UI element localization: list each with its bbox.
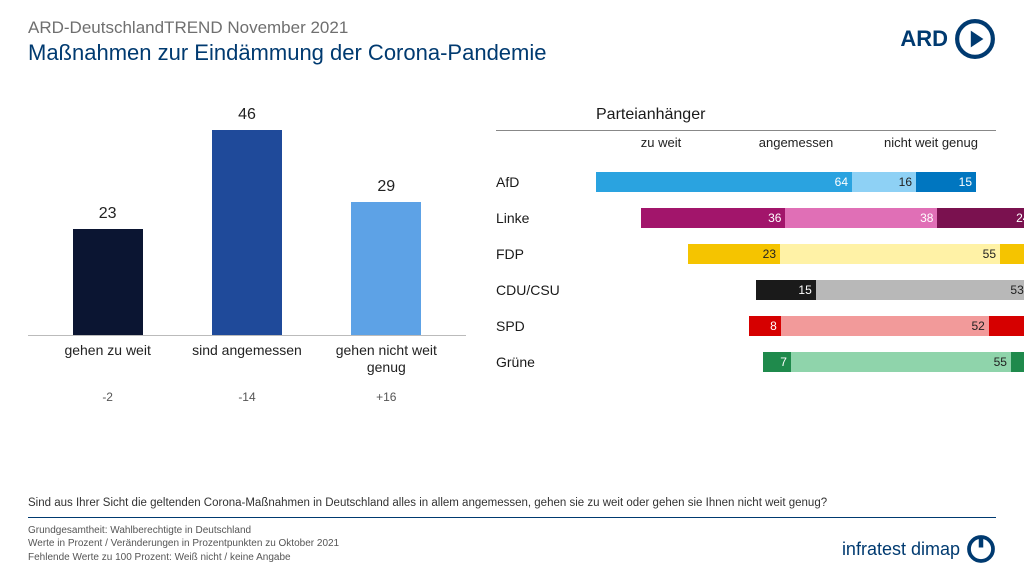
party-segment: 7 <box>763 352 791 372</box>
divider <box>496 130 996 131</box>
party-segment: 21 <box>1000 244 1024 264</box>
party-segment: 15 <box>756 280 816 300</box>
bar-delta: +16 <box>326 390 446 404</box>
party-segment: 24 <box>937 208 1024 228</box>
party-head: zu weit angemessen nicht weit genug <box>496 135 996 150</box>
party-name: AfD <box>496 174 596 190</box>
party-segment: 16 <box>852 172 916 192</box>
col-head-3: nicht weit genug <box>866 135 996 150</box>
ard-logo-icon <box>954 18 996 60</box>
col-head-2: angemessen <box>726 135 866 150</box>
logo-text: ARD <box>900 26 948 52</box>
party-segment: 52 <box>781 316 989 336</box>
party-track: 235521 <box>524 244 1024 264</box>
party-name: Grüne <box>496 354 535 370</box>
headline: Maßnahmen zur Eindämmung der Corona-Pand… <box>28 40 546 66</box>
party-name: Linke <box>496 210 529 226</box>
party-segment: 53 <box>816 280 1024 300</box>
bar-value: 23 <box>99 205 117 223</box>
bar-value: 29 <box>377 178 395 196</box>
party-title: Parteianhänger <box>596 106 996 124</box>
party-chart: Parteianhänger zu weit angemessen nicht … <box>496 106 996 491</box>
party-segment: 15 <box>916 172 976 192</box>
party-segment: 55 <box>791 352 1011 372</box>
bar <box>212 130 282 335</box>
footnote-line: Fehlende Werte zu 100 Prozent: Weiß nich… <box>28 551 339 565</box>
party-segment: 37 <box>1011 352 1024 372</box>
party-track: 641615 <box>596 172 996 192</box>
party-segment: 64 <box>596 172 852 192</box>
overline: ARD-DeutschlandTREND November 2021 <box>28 18 546 38</box>
survey-question: Sind aus Ihrer Sicht die geltenden Coron… <box>28 497 996 509</box>
party-track: 75537 <box>535 352 1024 372</box>
party-row: FDP235521 <box>496 240 996 268</box>
header: ARD-DeutschlandTREND November 2021 Maßna… <box>28 18 996 66</box>
party-name: FDP <box>496 246 524 262</box>
party-track: 85238 <box>525 316 1024 336</box>
col-head-1: zu weit <box>596 135 726 150</box>
bar-column: 46 <box>187 106 307 335</box>
infratest-logo-icon <box>966 534 996 564</box>
party-track: 363824 <box>529 208 1024 228</box>
party-name: SPD <box>496 318 525 334</box>
party-segment: 38 <box>989 316 1024 336</box>
bar <box>73 229 143 335</box>
footnote-line: Grundgesamtheit: Wahlberechtigte in Deut… <box>28 524 339 538</box>
bar-label: sind angemessen <box>187 342 307 376</box>
bar-delta: -2 <box>48 390 168 404</box>
party-track: 155332 <box>560 280 1024 300</box>
party-row: CDU/CSU155332 <box>496 276 996 304</box>
bar <box>351 202 421 335</box>
party-row: AfD641615 <box>496 168 996 196</box>
bar-label: gehen zu weit <box>48 342 168 376</box>
party-name: CDU/CSU <box>496 282 560 298</box>
party-segment: 38 <box>785 208 937 228</box>
party-row: Grüne75537 <box>496 348 996 376</box>
bar-column: 29 <box>326 106 446 335</box>
infratest-logo: infratest dimap <box>842 534 996 564</box>
footnote-line: Werte in Prozent / Veränderungen in Proz… <box>28 537 339 551</box>
bar-label: gehen nicht weit genug <box>326 342 446 376</box>
footnotes: Grundgesamtheit: Wahlberechtigte in Deut… <box>28 524 339 565</box>
party-row: SPD85238 <box>496 312 996 340</box>
ard-logo: ARD <box>900 18 996 60</box>
party-segment: 23 <box>688 244 780 264</box>
bar-value: 46 <box>238 106 256 124</box>
bar-chart: 23 46 29 gehen zu weit sind angemessen gehen… <box>28 106 466 491</box>
party-segment: 36 <box>641 208 785 228</box>
party-segment: 8 <box>749 316 781 336</box>
bar-column: 23 <box>48 106 168 335</box>
bar-delta: -14 <box>187 390 307 404</box>
party-row: Linke363824 <box>496 204 996 232</box>
party-segment: 55 <box>780 244 1000 264</box>
divider <box>28 517 996 518</box>
footer-logo-text: infratest dimap <box>842 539 960 560</box>
